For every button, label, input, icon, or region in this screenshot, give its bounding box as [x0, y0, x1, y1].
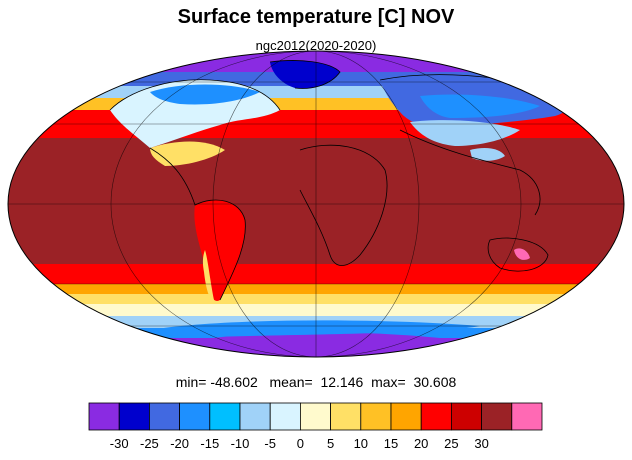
colorbar-box — [179, 402, 211, 431]
plot-title: Surface temperature [C] NOV — [177, 6, 455, 28]
colorbar-tick-label: 15 — [384, 436, 398, 451]
africa — [294, 145, 388, 266]
mean-label: mean= — [269, 374, 313, 390]
colorbar-tick-label: 10 — [354, 436, 368, 451]
map-field — [8, 51, 624, 357]
canada-colder — [150, 84, 260, 105]
colorbar-tick-label: -25 — [140, 436, 159, 451]
andes-cool — [202, 250, 214, 301]
north-america-mild — [150, 141, 225, 166]
colorbar-box — [118, 402, 150, 431]
min-value: -48.602 — [210, 374, 258, 390]
temperature-map — [7, 50, 625, 358]
colorbar-tick-label: -10 — [231, 436, 250, 451]
colorbar-box — [450, 402, 482, 431]
max-label: max= — [371, 374, 406, 390]
map-border — [7, 50, 625, 358]
colorbar-tick-label: 30 — [474, 436, 488, 451]
colorbar-tick-label: 20 — [414, 436, 428, 451]
colorbar-box — [511, 402, 543, 431]
colorbar-box — [299, 402, 331, 431]
antarctic-coast — [150, 320, 480, 338]
siberia-cool — [420, 94, 540, 118]
colorbar-tick-label: 25 — [444, 436, 458, 451]
max-value: 30.608 — [413, 374, 457, 390]
colorbar-box — [360, 402, 392, 431]
colorbar-tick-label: 0 — [297, 436, 304, 451]
colorbar-box — [269, 402, 301, 431]
colorbar-tick-label: 5 — [327, 436, 334, 451]
colorbar-box — [209, 402, 241, 431]
min-label: min= — [175, 374, 207, 390]
plot-subtitle: ngc2012(2020-2020) — [255, 38, 377, 53]
colorbar-tick-label: -30 — [110, 436, 129, 451]
mean-value: 12.146 — [320, 374, 364, 390]
stats-line: min= -48.602 mean= 12.146 max= 30.608 — [0, 374, 632, 390]
colorbar-tick-label: -20 — [170, 436, 189, 451]
greenland — [270, 60, 340, 89]
colorbar-tick-label: -5 — [264, 436, 276, 451]
colorbar-tick-label: -15 — [200, 436, 219, 451]
colorbar-box — [239, 402, 271, 431]
colorbar-box — [390, 402, 422, 431]
tibet — [470, 148, 505, 161]
colorbar-box — [330, 402, 362, 431]
antarctica — [191, 332, 451, 357]
colorbar-box — [148, 402, 180, 431]
australia-pink — [514, 248, 530, 260]
colorbar-box — [420, 402, 452, 431]
colorbar-box — [88, 402, 120, 431]
colorbar-box — [481, 402, 513, 431]
